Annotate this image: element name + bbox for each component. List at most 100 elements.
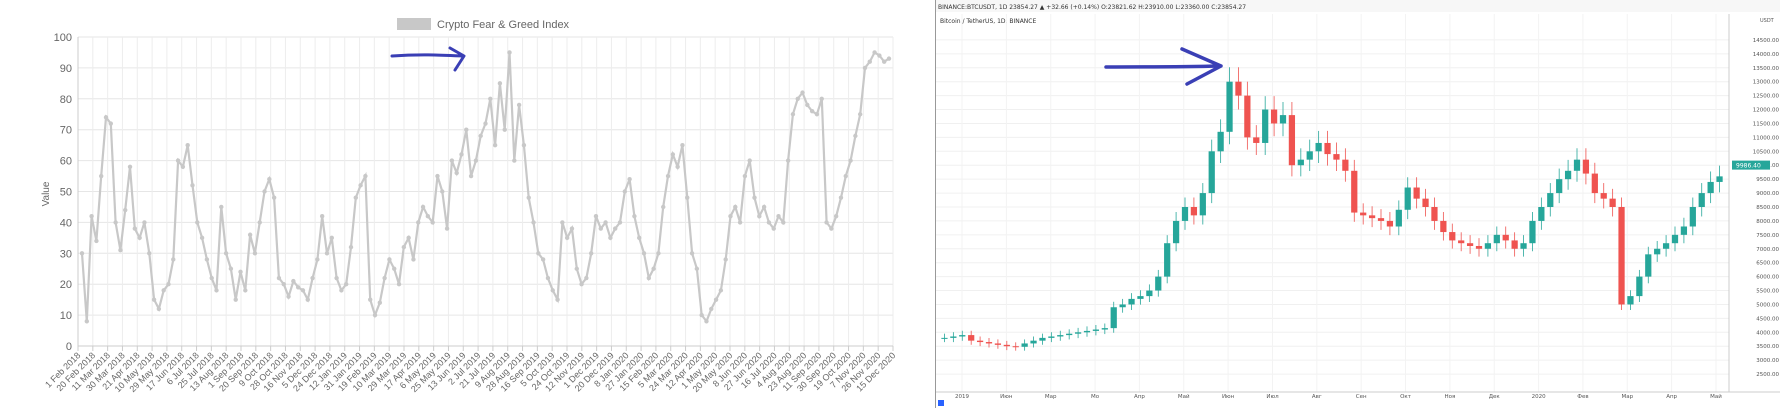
data-point bbox=[584, 275, 589, 281]
candle-body bbox=[1262, 109, 1269, 143]
data-point bbox=[142, 220, 147, 225]
bottom-toolbar-icon[interactable] bbox=[938, 400, 944, 406]
data-point bbox=[151, 297, 157, 302]
time-tick-label: Сен bbox=[1356, 394, 1367, 400]
data-point bbox=[713, 297, 719, 302]
data-point bbox=[161, 288, 166, 293]
data-point bbox=[627, 176, 632, 182]
data-point bbox=[752, 195, 757, 200]
data-point bbox=[646, 275, 652, 281]
data-point bbox=[392, 266, 397, 271]
data-point bbox=[848, 158, 853, 163]
data-point bbox=[416, 220, 421, 225]
time-tick-label: Авг bbox=[1312, 394, 1322, 400]
data-point bbox=[574, 266, 579, 271]
data-point bbox=[661, 204, 666, 210]
candle-body bbox=[1698, 193, 1705, 207]
candle-body bbox=[1199, 193, 1206, 216]
data-point bbox=[488, 96, 493, 102]
data-point bbox=[339, 288, 344, 293]
candle-body bbox=[976, 340, 984, 343]
candle-body bbox=[1351, 170, 1358, 213]
time-tick-label: Мар bbox=[1045, 394, 1057, 400]
data-point bbox=[468, 173, 474, 179]
candle-body bbox=[1021, 343, 1028, 347]
data-point bbox=[540, 257, 546, 262]
data-point bbox=[579, 282, 584, 287]
data-point bbox=[310, 275, 315, 281]
candle-body bbox=[1511, 240, 1518, 249]
data-point bbox=[156, 306, 162, 312]
series-fear-greed bbox=[79, 50, 892, 324]
candle-body bbox=[1466, 243, 1474, 246]
data-point bbox=[257, 220, 262, 225]
price-tick-label: 12000.00 bbox=[1753, 108, 1780, 114]
candle-body bbox=[1707, 181, 1714, 194]
data-point bbox=[809, 108, 815, 114]
price-axis[interactable] bbox=[1729, 14, 1780, 392]
data-point bbox=[737, 220, 743, 225]
y-tick-label: 90 bbox=[60, 63, 72, 75]
data-point bbox=[502, 127, 507, 132]
candle-body bbox=[1377, 218, 1385, 221]
y-tick-label: 70 bbox=[60, 125, 72, 137]
data-point bbox=[824, 220, 829, 225]
data-point bbox=[608, 235, 613, 241]
data-point bbox=[79, 251, 85, 256]
candle-body bbox=[1502, 234, 1509, 241]
data-point bbox=[319, 214, 325, 219]
data-point bbox=[411, 257, 416, 262]
data-point bbox=[94, 238, 99, 244]
data-point bbox=[324, 251, 330, 256]
candle-body bbox=[1600, 193, 1607, 199]
candle-body bbox=[1716, 176, 1723, 182]
grid bbox=[77, 36, 894, 347]
data-point bbox=[286, 294, 291, 299]
data-point bbox=[252, 251, 258, 256]
data-point bbox=[833, 214, 839, 219]
data-point bbox=[728, 214, 733, 219]
data-point bbox=[747, 158, 752, 163]
data-point bbox=[382, 275, 387, 281]
time-tick-label: Ноя bbox=[1444, 394, 1455, 400]
time-tick-label: Июл bbox=[1266, 394, 1279, 400]
candle-body bbox=[1137, 296, 1144, 299]
data-point bbox=[420, 204, 426, 210]
data-point bbox=[872, 50, 877, 55]
data-point bbox=[593, 214, 599, 219]
data-point bbox=[641, 251, 647, 256]
candle-body bbox=[1288, 115, 1296, 166]
data-point bbox=[334, 275, 339, 281]
data-point bbox=[867, 59, 872, 64]
btc-chart-panel: BINANCE:BTCUSDT, 1D 23854.27 ▲ +32.66 (+… bbox=[935, 0, 1780, 408]
data-point bbox=[632, 214, 637, 219]
data-point bbox=[819, 96, 824, 102]
candle-body bbox=[1645, 254, 1652, 277]
data-point bbox=[281, 282, 286, 287]
data-point bbox=[435, 173, 440, 179]
panel-gap bbox=[900, 0, 935, 408]
data-point bbox=[305, 297, 310, 302]
chart-legend[interactable]: Crypto Fear & Greed Index bbox=[397, 18, 570, 31]
data-point bbox=[670, 152, 676, 157]
data-point bbox=[166, 282, 171, 287]
data-point bbox=[704, 319, 709, 324]
candle-body bbox=[1360, 212, 1367, 216]
time-tick-label: Май bbox=[1710, 393, 1722, 400]
data-point bbox=[516, 102, 522, 108]
data-point bbox=[555, 297, 560, 302]
data-point bbox=[521, 142, 527, 148]
price-tick-label: 9000.00 bbox=[1756, 191, 1779, 197]
data-point bbox=[209, 275, 214, 281]
data-point bbox=[785, 158, 791, 163]
data-point bbox=[84, 319, 90, 324]
candle-body bbox=[1547, 193, 1554, 207]
candle-body bbox=[1324, 142, 1331, 155]
candle-body bbox=[1030, 340, 1037, 344]
data-point bbox=[857, 112, 863, 117]
price-tick-label: 14000.00 bbox=[1753, 52, 1780, 58]
time-tick-label: Июн bbox=[1222, 394, 1235, 400]
last-price-badge: 9986.40 bbox=[1732, 160, 1770, 170]
data-point bbox=[795, 96, 800, 102]
data-point bbox=[425, 214, 431, 219]
